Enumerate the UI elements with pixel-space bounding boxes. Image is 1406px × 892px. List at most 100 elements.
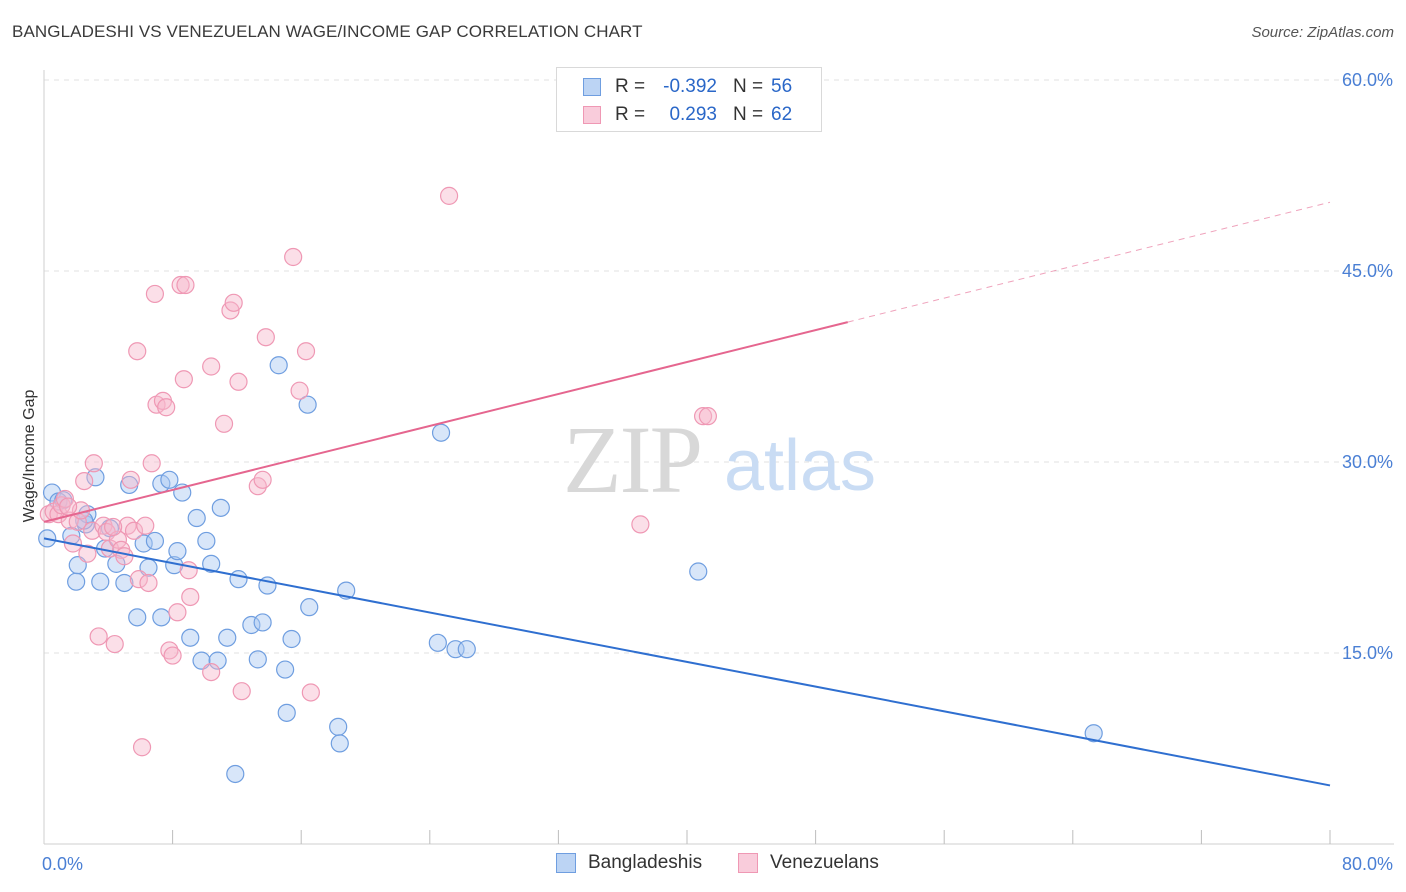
point-venezuelans: [229, 372, 248, 391]
point-bangladeshis: [269, 356, 288, 375]
point-bangladeshis: [160, 470, 179, 489]
point-venezuelans: [224, 293, 243, 312]
point-bangladeshis: [115, 573, 134, 593]
trend-line-bangladeshis: [43, 537, 1331, 787]
point-venezuelans: [132, 738, 152, 757]
legend-r-label: R =: [615, 104, 646, 125]
x-tick-label: 0.0%: [42, 854, 83, 874]
point-venezuelans: [698, 407, 717, 426]
legend-row-bangladeshis: R = -0.392 N = 56: [557, 73, 821, 101]
point-venezuelans: [171, 275, 190, 295]
y-tick-label: 45.0%: [1342, 261, 1393, 281]
point-venezuelans: [105, 634, 124, 654]
point-bangladeshis: [229, 570, 248, 589]
point-venezuelans: [39, 505, 58, 524]
point-bangladeshis: [276, 660, 295, 679]
point-venezuelans: [181, 587, 200, 607]
point-venezuelans: [83, 521, 102, 540]
point-bangladeshis: [330, 734, 349, 753]
point-bangladeshis: [298, 395, 317, 414]
legend-swatch-venezuelans: [583, 106, 601, 124]
point-venezuelans: [232, 682, 251, 701]
point-bangladeshis: [202, 554, 221, 573]
legend-row-venezuelans: R = 0.293 N = 62: [557, 101, 821, 129]
x-tick-label: 80.0%: [1342, 854, 1393, 874]
point-venezuelans: [174, 370, 193, 389]
trend-line-venezuelans: [43, 321, 848, 523]
point-venezuelans: [104, 517, 123, 537]
data-points: [38, 186, 1103, 784]
point-venezuelans: [142, 454, 161, 473]
point-venezuelans: [128, 342, 147, 361]
chart-source: Source: ZipAtlas.com: [1251, 24, 1394, 41]
point-venezuelans: [136, 516, 155, 535]
point-venezuelans: [693, 407, 713, 426]
point-bangladeshis: [329, 717, 348, 736]
point-venezuelans: [214, 414, 234, 433]
point-venezuelans: [160, 641, 179, 660]
point-bangladeshis: [300, 598, 319, 617]
point-bangladeshis: [689, 562, 708, 581]
point-venezuelans: [124, 521, 144, 540]
point-venezuelans: [115, 547, 134, 566]
point-venezuelans: [129, 570, 148, 589]
point-venezuelans: [301, 683, 320, 702]
legend-n-label: N =: [733, 76, 764, 97]
point-venezuelans: [78, 544, 97, 563]
point-venezuelans: [168, 603, 187, 622]
legend-r-label: R =: [615, 76, 646, 97]
bottom-legend-swatch-venezuelans: [738, 853, 758, 873]
point-bangladeshis: [197, 531, 216, 551]
point-bangladeshis: [253, 613, 272, 632]
point-bangladeshis: [67, 572, 86, 591]
point-bangladeshis: [226, 764, 245, 784]
legend: R = -0.392 N = 56 R = 0.293 N = 62: [556, 67, 822, 132]
point-venezuelans: [439, 186, 459, 205]
point-bangladeshis: [168, 542, 187, 561]
point-bangladeshis: [152, 608, 171, 627]
point-bangladeshis: [128, 608, 147, 627]
point-bangladeshis: [242, 615, 261, 635]
point-venezuelans: [202, 662, 221, 682]
point-bangladeshis: [145, 531, 165, 551]
point-venezuelans: [253, 470, 272, 489]
legend-r-value-bangladeshis: -0.392: [663, 76, 717, 97]
point-venezuelans: [139, 573, 158, 593]
point-bangladeshis: [134, 534, 153, 553]
y-tick-label: 30.0%: [1342, 452, 1393, 472]
legend-r-value-venezuelans: 0.293: [669, 104, 717, 125]
bottom-legend-swatch-bangladeshis: [556, 853, 576, 873]
watermark: ZIP atlas: [563, 406, 876, 513]
point-bangladeshis: [277, 703, 296, 722]
point-venezuelans: [256, 328, 275, 347]
trend-lines: [43, 201, 1331, 787]
trend-line-venezuelans-extension: [847, 201, 1331, 323]
point-venezuelans: [75, 472, 94, 491]
grid-lines: [44, 79, 1394, 654]
tick-labels: 15.0% 30.0% 45.0% 60.0% 0.0% 80.0%: [42, 70, 1393, 874]
point-venezuelans: [296, 342, 316, 361]
legend-n-label: N =: [733, 104, 764, 125]
point-bangladeshis: [181, 628, 200, 647]
point-bangladeshis: [431, 423, 451, 442]
point-venezuelans: [284, 247, 303, 267]
point-venezuelans: [145, 284, 165, 304]
watermark-atlas: atlas: [724, 426, 876, 506]
point-venezuelans: [202, 357, 221, 376]
point-venezuelans: [157, 398, 176, 417]
point-bangladeshis: [248, 650, 267, 669]
point-bangladeshis: [457, 640, 476, 659]
point-venezuelans: [89, 627, 108, 646]
point-venezuelans: [59, 497, 78, 516]
point-bangladeshis: [187, 508, 206, 528]
point-bangladeshis: [1084, 724, 1103, 743]
point-bangladeshis: [208, 651, 227, 670]
point-venezuelans: [290, 381, 309, 400]
y-tick-label: 15.0%: [1342, 643, 1393, 663]
chart-title: BANGLADESHI VS VENEZUELAN WAGE/INCOME GA…: [12, 22, 643, 41]
bottom-legend-label-venezuelans: Venezuelans: [770, 852, 879, 873]
y-tick-label: 60.0%: [1342, 70, 1393, 90]
point-venezuelans: [176, 275, 195, 295]
point-venezuelans: [121, 470, 140, 489]
legend-swatch-bangladeshis: [583, 78, 601, 96]
